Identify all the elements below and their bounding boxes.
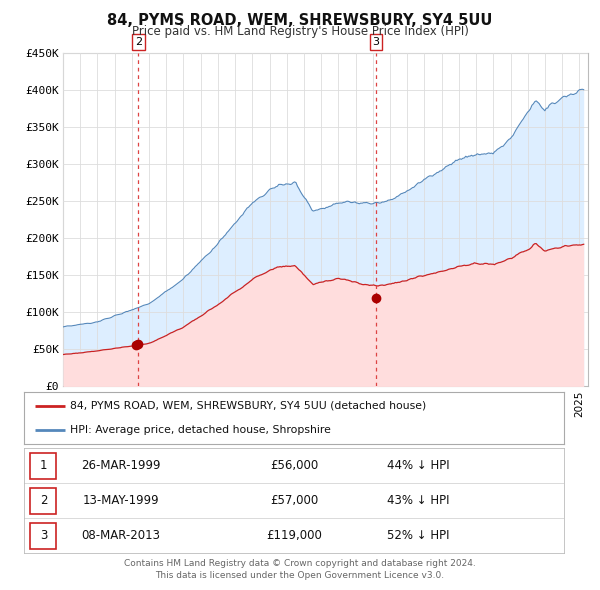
- Text: 1: 1: [40, 460, 47, 473]
- Text: 2: 2: [40, 494, 47, 507]
- Text: 2: 2: [134, 37, 142, 47]
- Text: £57,000: £57,000: [270, 494, 318, 507]
- Text: 84, PYMS ROAD, WEM, SHREWSBURY, SY4 5UU: 84, PYMS ROAD, WEM, SHREWSBURY, SY4 5UU: [107, 13, 493, 28]
- FancyBboxPatch shape: [31, 453, 56, 478]
- Text: This data is licensed under the Open Government Licence v3.0.: This data is licensed under the Open Gov…: [155, 571, 445, 580]
- Text: 84, PYMS ROAD, WEM, SHREWSBURY, SY4 5UU (detached house): 84, PYMS ROAD, WEM, SHREWSBURY, SY4 5UU …: [70, 401, 426, 411]
- Text: 08-MAR-2013: 08-MAR-2013: [82, 529, 161, 542]
- Text: HPI: Average price, detached house, Shropshire: HPI: Average price, detached house, Shro…: [70, 425, 331, 435]
- Text: Contains HM Land Registry data © Crown copyright and database right 2024.: Contains HM Land Registry data © Crown c…: [124, 559, 476, 568]
- Text: 13-MAY-1999: 13-MAY-1999: [83, 494, 160, 507]
- Text: 26-MAR-1999: 26-MAR-1999: [82, 460, 161, 473]
- FancyBboxPatch shape: [31, 523, 56, 549]
- Text: 44% ↓ HPI: 44% ↓ HPI: [387, 460, 449, 473]
- Text: 52% ↓ HPI: 52% ↓ HPI: [387, 529, 449, 542]
- Text: £56,000: £56,000: [270, 460, 318, 473]
- Text: Price paid vs. HM Land Registry's House Price Index (HPI): Price paid vs. HM Land Registry's House …: [131, 25, 469, 38]
- FancyBboxPatch shape: [31, 489, 56, 513]
- Text: £119,000: £119,000: [266, 529, 322, 542]
- Text: 3: 3: [40, 529, 47, 542]
- Text: 43% ↓ HPI: 43% ↓ HPI: [387, 494, 449, 507]
- Text: 3: 3: [373, 37, 379, 47]
